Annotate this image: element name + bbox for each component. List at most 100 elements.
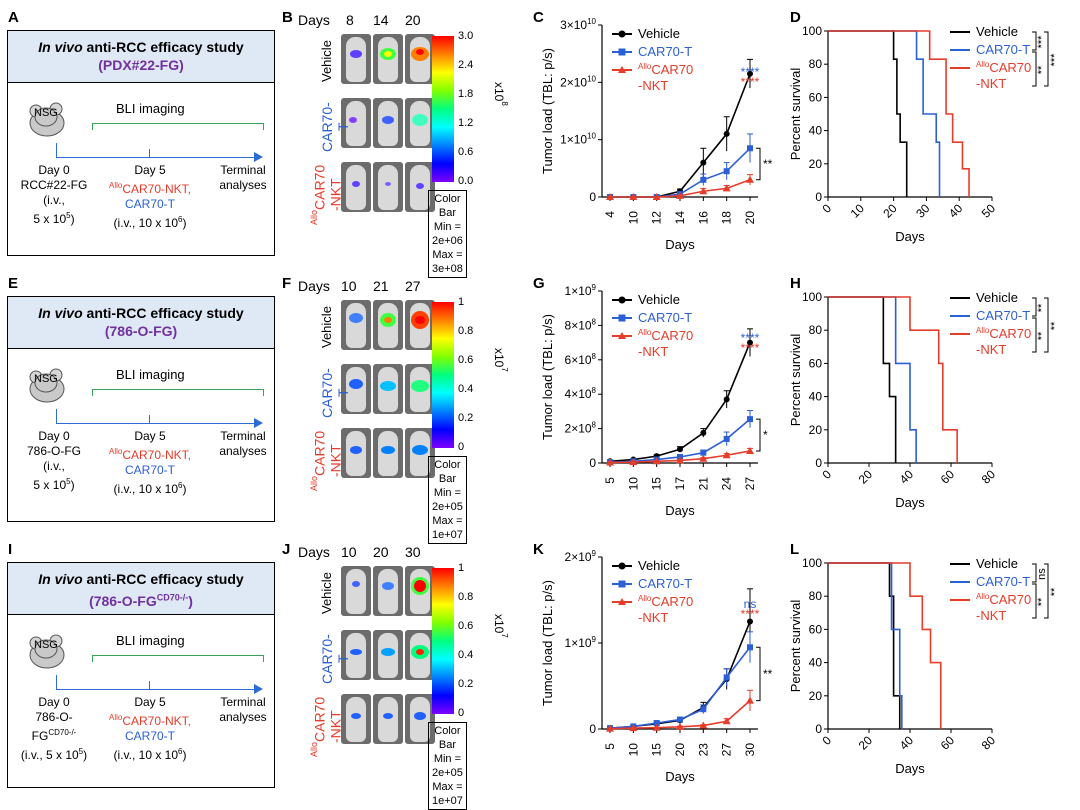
iv10-close: ) xyxy=(182,216,187,230)
row-label-allo-car70-nkt: AlloCAR70 -NKT xyxy=(306,430,344,492)
bli-mouse-image xyxy=(341,98,371,148)
bli-signal xyxy=(381,446,395,454)
y-axis-label: Percent survival xyxy=(788,68,803,161)
data-point-allo xyxy=(746,446,754,454)
color-bar-exponent-value: 7 xyxy=(500,367,509,372)
bli-mouse-image xyxy=(373,300,403,350)
bli-signal xyxy=(414,712,426,720)
bli-signal xyxy=(380,381,396,391)
panel-label-e: E xyxy=(8,275,19,292)
data-point-allo xyxy=(652,723,661,731)
study-title-rest: anti-RCC efficacy study xyxy=(82,571,244,587)
legend-label-vehicle: Vehicle xyxy=(638,292,680,307)
y-tick-label-base: 1×10 xyxy=(565,284,592,298)
bli-signal xyxy=(412,114,428,126)
legend-allo-sup: Allo xyxy=(638,594,652,603)
y-tick-label-exp: 10 xyxy=(587,74,596,83)
bli-signal xyxy=(414,580,426,592)
legend-label-allo: AlloCAR70 xyxy=(976,60,1031,75)
bli-day-label: 20 xyxy=(405,12,421,28)
data-point-vehicle xyxy=(747,618,753,625)
sig-label-lower: ** xyxy=(1036,597,1048,606)
color-bar-tick: 0.0 xyxy=(458,175,474,187)
x-tick-label: 40 xyxy=(946,201,966,221)
day5-label: Day 5 xyxy=(134,163,166,177)
dose-exp: 5 xyxy=(78,747,84,756)
iv10-exp: 6 xyxy=(178,481,183,490)
bli-signal xyxy=(382,582,394,590)
survival-curve-vehicle xyxy=(828,296,897,463)
bli-signal xyxy=(384,317,392,323)
color-bar-tick: 0.8 xyxy=(458,591,474,603)
significance-bracket xyxy=(756,147,761,181)
day5-column: Day 5 AlloCAR70-NKT, CAR70-T (i.v., 10 x… xyxy=(94,429,206,497)
y-tick-label: 0 xyxy=(589,190,596,204)
y-tick-label-exp: 10 xyxy=(587,17,596,26)
bli-bracket xyxy=(92,655,264,662)
x-tick-label: 21 xyxy=(696,477,710,491)
timeline-tick-day5 xyxy=(149,415,150,423)
y-tick-label-base: 3×10 xyxy=(560,18,587,32)
sig-bracket-outer xyxy=(1044,31,1049,87)
iv10-base: (i.v., 10 x 10 xyxy=(113,482,179,496)
day0-column: Day 0 786-O-FG (i.v., 5 x 105) xyxy=(13,429,95,493)
bli-mouse-image xyxy=(341,630,371,680)
x-tick-label: 10 xyxy=(848,201,868,221)
legend-marker-cart xyxy=(618,314,626,322)
legend-marker-cart xyxy=(618,580,626,588)
data-point-vehicle xyxy=(723,396,730,403)
legend-label-allo-b: -NKT xyxy=(976,608,1006,623)
color-bar-tick: 0.2 xyxy=(458,678,474,690)
color-bar-tick: 1 xyxy=(458,296,465,308)
iv10-base: (i.v., 10 x 10 xyxy=(113,748,179,762)
x-tick-label: 30 xyxy=(913,201,933,221)
inoculum-label: RCC#22-FG xyxy=(20,178,88,192)
legend-allo-sup: Allo xyxy=(976,326,990,335)
legend-label-vehicle: Vehicle xyxy=(976,556,1018,571)
y-tick-label-exp: 8 xyxy=(592,386,597,395)
x-tick-label: 80 xyxy=(979,733,999,753)
row-label-vehicle: Vehicle xyxy=(319,306,334,348)
bli-mouse-image xyxy=(405,428,435,478)
x-tick-label: 18 xyxy=(720,211,734,225)
day0-label: Day 0 xyxy=(38,695,70,709)
car70-nkt-text: CAR70-NKT, xyxy=(122,182,192,196)
inoculum-label-2: FGCD70-/- xyxy=(13,725,95,744)
x-axis-label: Days xyxy=(895,761,925,776)
significance-side: * xyxy=(763,428,768,442)
bli-mouse-image xyxy=(373,428,403,478)
x-tick-label: 16 xyxy=(696,211,710,225)
bli-day-label: 10 xyxy=(341,544,357,560)
significance-cart: **** xyxy=(741,331,760,345)
legend-label-allo: AlloCAR70 xyxy=(638,62,693,77)
significance-cart: ns xyxy=(744,597,757,611)
study-design-box-i: In vivo anti-RCC efficacy study (786-O-F… xyxy=(7,562,275,788)
y-tick-label: 60 xyxy=(809,356,823,370)
series-line-cart xyxy=(609,646,751,729)
legend-label-cart: CAR70-T xyxy=(638,310,692,325)
bli-bracket xyxy=(92,389,264,396)
x-tick-label: 40 xyxy=(897,733,917,753)
x-axis-label: Days xyxy=(665,769,695,784)
data-point-allo xyxy=(746,175,754,183)
mouse-body xyxy=(346,303,366,348)
legend-label-allo: AlloCAR70 xyxy=(638,328,693,343)
color-bar-exponent: x107 xyxy=(492,614,509,638)
bli-day-label: 20 xyxy=(373,544,389,560)
panel-label-b: B xyxy=(282,9,293,26)
bli-bracket xyxy=(92,123,264,130)
iv10-base: (i.v., 10 x 10 xyxy=(113,216,179,230)
bli-mouse-image xyxy=(341,300,371,350)
color-bar-min: Min = 2e+05 xyxy=(432,487,463,513)
sig-label-lower: ** xyxy=(1036,331,1048,340)
row-label-allo-b: -NKT xyxy=(327,710,344,744)
study-model: (786-O-FG) xyxy=(104,323,178,339)
bli-mouse-image xyxy=(341,34,371,84)
bli-mouse-image xyxy=(405,300,435,350)
legend-label-vehicle: Vehicle xyxy=(976,290,1018,305)
data-point-allo xyxy=(606,193,614,200)
y-axis-label: Tumor load (TBL: p/s) xyxy=(540,314,555,440)
bli-mouse-image xyxy=(341,364,371,414)
color-bar-title: Color Bar xyxy=(434,459,461,485)
y-tick-label: 20 xyxy=(809,157,823,171)
